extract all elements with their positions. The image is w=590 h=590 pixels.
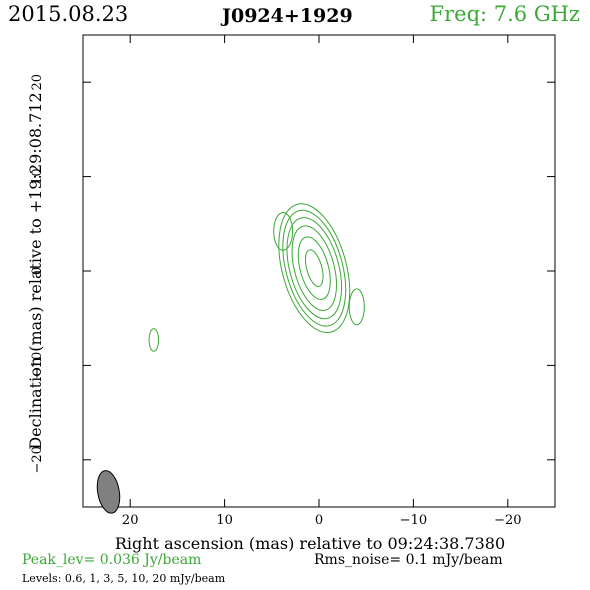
tick-marks: [83, 35, 555, 507]
contour-core: [291, 225, 337, 311]
beam-ellipse: [96, 470, 121, 514]
contour-core: [282, 209, 347, 327]
y-tick-label: 0: [30, 267, 45, 275]
x-tick-label: 20: [122, 513, 139, 528]
x-axis-label: Right ascension (mas) relative to 09:24:…: [115, 534, 505, 553]
plot-frame: [82, 34, 556, 508]
source-name: J0924+1929: [222, 5, 353, 27]
contour-blob-west: [348, 288, 365, 326]
contour-core: [297, 236, 331, 300]
observation-date: 2015.08.23: [8, 2, 129, 26]
contour-lines: [148, 203, 365, 352]
beam-ellipse-group: [96, 470, 121, 514]
contour-blob-east: [148, 328, 160, 352]
frequency-label: Freq: 7.6 GHz: [429, 2, 580, 26]
x-tick-label: −10: [400, 513, 427, 528]
x-tick-label: 10: [216, 513, 233, 528]
peak-level: Peak_lev= 0.036 Jy/beam: [22, 552, 202, 568]
contour-core: [278, 203, 351, 334]
contour-levels: Levels: 0.6, 1, 3, 5, 10, 20 mJy/beam: [22, 572, 226, 585]
rms-noise: Rms_noise= 0.1 mJy/beam: [314, 552, 503, 568]
tick-labels: 20 10 0 −10 −20 20 10 0 −10 −20: [30, 74, 522, 528]
contour-core: [304, 249, 324, 288]
x-tick-label: 0: [315, 513, 323, 528]
y-axis-label: Declination (mas) relative to +19:29:08.…: [26, 92, 45, 449]
y-tick-label: 20: [30, 74, 45, 91]
y-tick-label: −20: [30, 446, 45, 473]
y-tick-label: 10: [30, 168, 45, 185]
x-tick-label: −20: [494, 513, 521, 528]
contour-blob-north: [273, 211, 294, 251]
contour-core: [286, 217, 343, 320]
y-tick-label: −10: [30, 352, 45, 379]
